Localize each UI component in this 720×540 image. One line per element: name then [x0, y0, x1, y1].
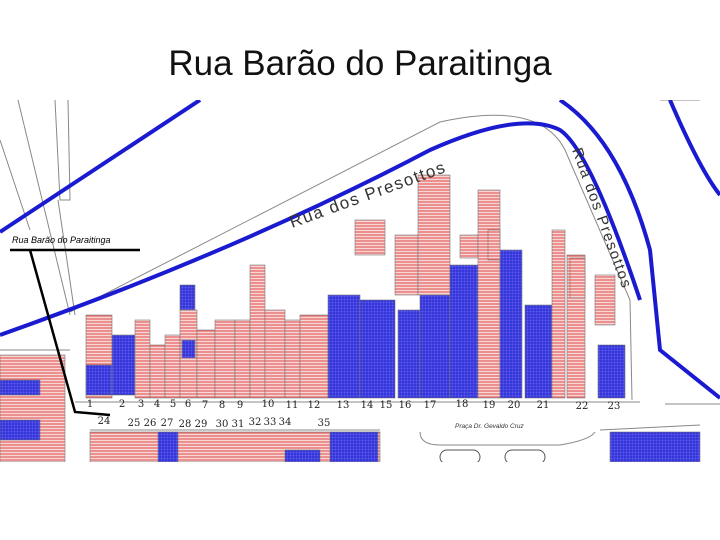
lot-parcel	[609, 431, 701, 462]
lot-number: 31	[232, 419, 245, 430]
lot-parcel	[397, 309, 421, 399]
lot-parcel	[264, 309, 286, 399]
lot-number: 5	[170, 399, 176, 410]
lot-number: 35	[318, 418, 331, 429]
lot-parcel	[249, 264, 266, 399]
lot-number: 18	[456, 399, 469, 410]
lot-parcel	[284, 319, 301, 399]
lot-parcel	[0, 354, 66, 462]
lot-number: 28	[179, 419, 192, 430]
lot-parcel	[0, 379, 41, 396]
lot-parcel	[594, 274, 616, 326]
lot-parcel	[499, 249, 523, 399]
lot-number: 33	[264, 417, 277, 428]
lot-number: 16	[399, 400, 412, 411]
lot-parcel	[196, 329, 216, 399]
lot-parcel	[181, 339, 196, 359]
lot-number: 15	[380, 400, 393, 411]
lot-number: 23	[608, 401, 621, 412]
lot-number: 12	[308, 400, 321, 411]
street-label: Rua Barão do Paraitinga	[12, 235, 111, 245]
lot-number: 26	[144, 418, 157, 429]
lot-parcel	[214, 319, 236, 399]
lot-number: 32	[249, 417, 262, 428]
lot-number: 7	[202, 400, 208, 411]
lot-parcel	[569, 257, 586, 299]
lot-parcel	[234, 319, 251, 399]
lot-number: 9	[237, 400, 243, 411]
lot-number: 34	[279, 417, 292, 428]
lot-parcel	[111, 334, 136, 396]
lot-parcel	[354, 219, 386, 256]
lot-parcel	[394, 234, 419, 296]
lot-number: 25	[128, 418, 141, 429]
lot-parcel	[284, 449, 321, 462]
lot-number: 19	[483, 400, 496, 411]
lot-parcel	[419, 294, 451, 399]
lot-parcel	[134, 319, 151, 399]
lot-parcel	[524, 304, 553, 399]
lot-number: 4	[154, 399, 160, 410]
lot-number: 29	[195, 419, 208, 430]
lot-parcel	[0, 419, 41, 441]
lot-parcel	[459, 234, 479, 259]
slide-title: Rua Barão do Paraitinga	[168, 44, 552, 83]
lot-number: 10	[262, 399, 275, 410]
lot-number: 11	[286, 400, 299, 411]
lot-number: 8	[219, 400, 225, 411]
lot-number: 24	[98, 416, 111, 427]
lot-parcel	[487, 229, 501, 261]
lot-number: 17	[424, 400, 437, 411]
lot-parcel	[359, 299, 396, 399]
lot-parcel	[164, 334, 181, 399]
lot-parcel	[149, 344, 166, 399]
lot-parcel	[327, 294, 361, 399]
map-drawing	[0, 100, 720, 462]
lot-number: 22	[576, 401, 589, 412]
lot-parcel	[417, 174, 451, 296]
lot-parcel	[179, 284, 196, 311]
lot-parcel	[449, 264, 479, 399]
lot-parcel	[597, 344, 626, 399]
lot-number: 6	[185, 399, 191, 410]
lot-parcel	[551, 229, 566, 399]
lot-number: 14	[361, 400, 374, 411]
lot-number: 13	[337, 400, 350, 411]
lot-number: 3	[138, 399, 144, 410]
lot-number: 1	[87, 399, 93, 410]
lot-number: 30	[216, 419, 229, 430]
lot-number: 21	[537, 400, 550, 411]
lot-parcel	[329, 431, 379, 462]
lot-number: 20	[508, 400, 521, 411]
lot-parcel	[299, 314, 329, 399]
lot-parcel	[477, 189, 501, 399]
lot-parcel	[85, 364, 113, 396]
square-label: Praça Dr. Gevaldo Cruz	[455, 423, 525, 430]
lot-parcel	[157, 431, 179, 462]
lot-number: 27	[161, 418, 174, 429]
lot-number: 2	[119, 399, 125, 410]
